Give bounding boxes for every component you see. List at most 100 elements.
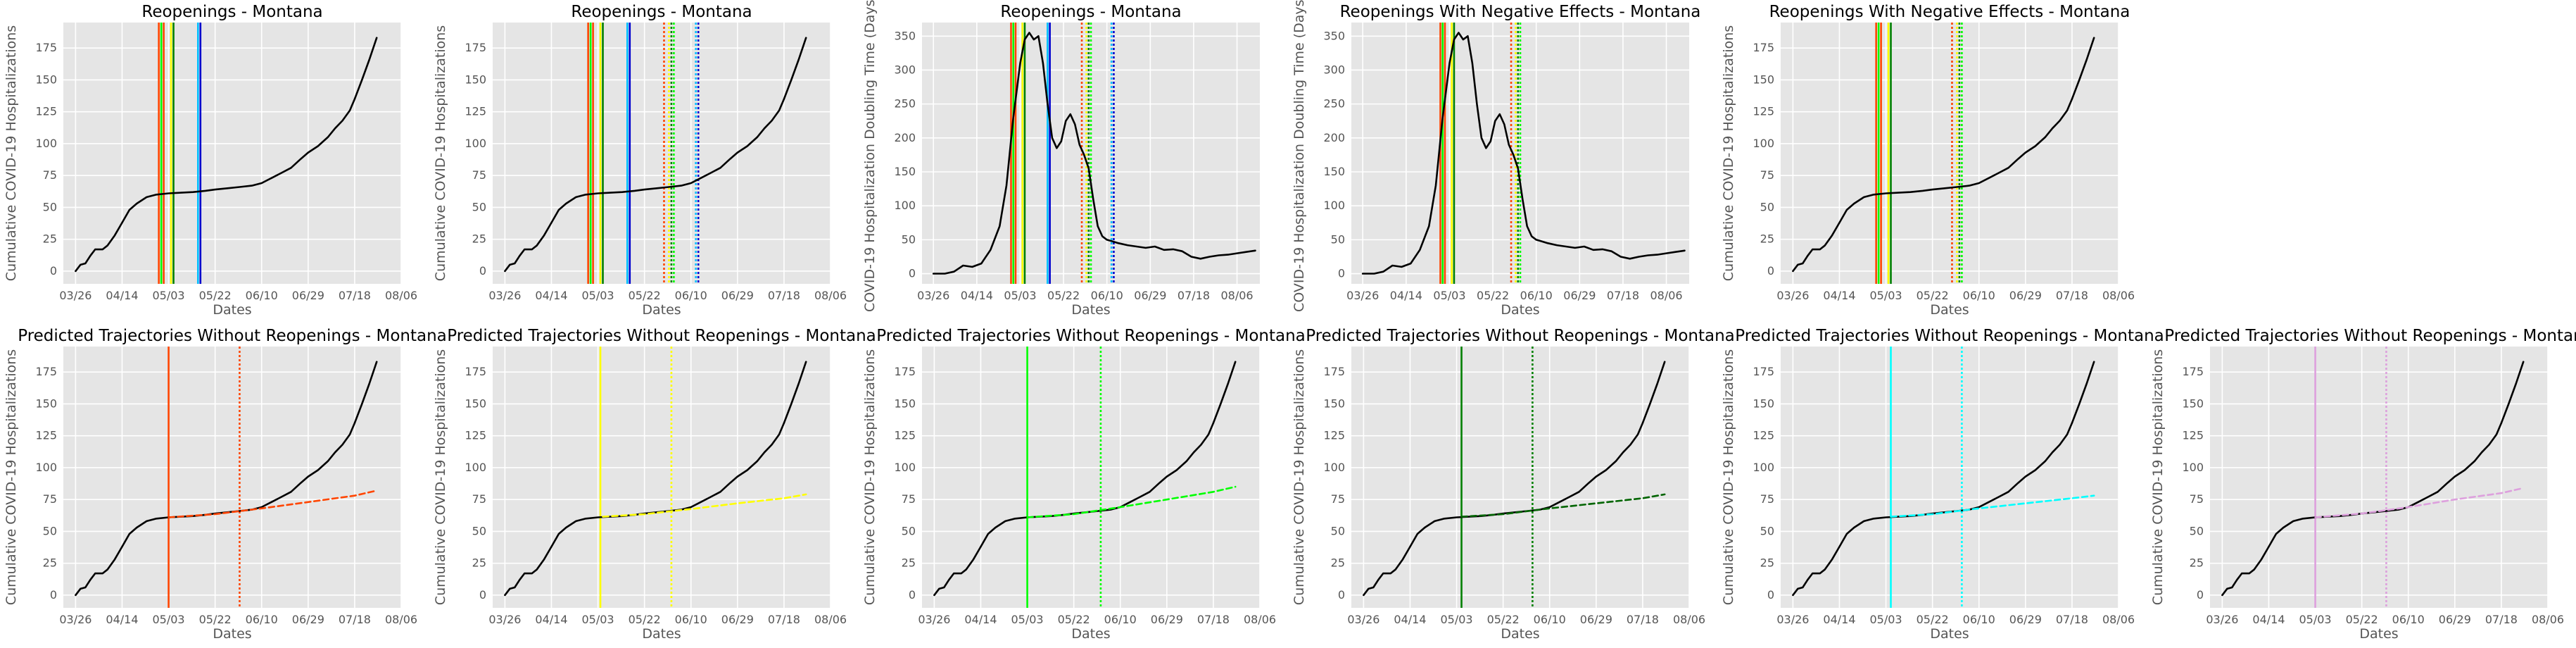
x-tick-label: 05/22 bbox=[1047, 289, 1080, 302]
y-tick-label: 25 bbox=[43, 232, 57, 246]
plot-area bbox=[493, 23, 831, 284]
y-tick-label: 0 bbox=[479, 264, 486, 278]
y-tick-label: 75 bbox=[472, 168, 486, 182]
x-axis-label: Dates bbox=[1930, 302, 1969, 318]
observed-series-line bbox=[932, 32, 1256, 275]
y-axis-label: Cumulative COVID-19 Hospitalizations bbox=[1721, 25, 1736, 281]
observed-series-line bbox=[1361, 32, 1686, 275]
x-tick-label: 04/14 bbox=[1823, 613, 1855, 626]
y-tick-label: 50 bbox=[1760, 200, 1774, 213]
y-tick-label: 175 bbox=[1753, 365, 1774, 378]
x-tick-label: 08/06 bbox=[385, 289, 417, 302]
x-tick-label: 03/26 bbox=[488, 613, 521, 626]
x-tick-label: 07/18 bbox=[2056, 613, 2088, 626]
panel-title: Reopenings - Montana bbox=[1000, 3, 1181, 21]
y-tick-label: 50 bbox=[43, 524, 57, 537]
y-tick-label: 75 bbox=[2190, 492, 2204, 506]
x-tick-label: 06/29 bbox=[2009, 613, 2042, 626]
x-tick-label: 06/10 bbox=[1520, 289, 1553, 302]
x-tick-label: 06/29 bbox=[1134, 289, 1166, 302]
panel-title: Predicted Trajectories Without Reopening… bbox=[18, 327, 447, 345]
y-tick-label: 125 bbox=[35, 429, 57, 442]
panel-title: Reopenings - Montana bbox=[141, 3, 322, 21]
y-tick-label: 0 bbox=[50, 264, 57, 278]
panel-title: Predicted Trajectories Without Reopening… bbox=[447, 327, 876, 345]
observed-series-line bbox=[75, 361, 378, 597]
y-tick-label: 0 bbox=[479, 588, 486, 602]
x-tick-label: 03/26 bbox=[1776, 289, 1809, 302]
observed-series-line bbox=[2221, 361, 2525, 597]
x-tick-label: 06/29 bbox=[292, 613, 324, 626]
panel-title: Predicted Trajectories Without Reopening… bbox=[1306, 327, 1735, 345]
x-tick-label: 04/14 bbox=[535, 613, 567, 626]
y-tick-label: 100 bbox=[2182, 461, 2204, 474]
x-tick-label: 04/14 bbox=[964, 613, 997, 626]
x-tick-label: 07/18 bbox=[339, 289, 371, 302]
x-tick-label: 06/10 bbox=[675, 289, 707, 302]
y-tick-label: 175 bbox=[2182, 365, 2204, 378]
x-axis-label: Dates bbox=[1930, 626, 1969, 642]
x-tick-label: 04/14 bbox=[1390, 289, 1422, 302]
x-tick-label: 08/06 bbox=[1221, 289, 1254, 302]
panel-1: 0 25 50 75 100 125 150 175 03/26 04/14 05/03 05/22 0… bbox=[4, 3, 417, 318]
x-tick-label: 08/06 bbox=[814, 289, 847, 302]
panel-title: Predicted Trajectories Without Reopening… bbox=[1735, 327, 2164, 345]
panel-5: 0 25 50 75 100 125 150 175 03/26 04/14 05/03 05/22 0… bbox=[1721, 3, 2135, 318]
plot-area bbox=[493, 347, 831, 608]
y-tick-label: 100 bbox=[35, 461, 57, 474]
predicted-series-line bbox=[1460, 493, 1666, 518]
x-tick-label: 06/10 bbox=[675, 613, 707, 626]
predicted-series-line bbox=[168, 490, 378, 518]
y-tick-label: 150 bbox=[465, 397, 486, 410]
x-tick-label: 06/10 bbox=[1091, 289, 1123, 302]
x-tick-label: 04/14 bbox=[106, 289, 138, 302]
y-tick-label: 25 bbox=[1331, 556, 1345, 570]
y-tick-label: 100 bbox=[894, 199, 916, 212]
y-axis-label: Cumulative COVID-19 Hospitalizations bbox=[4, 25, 19, 281]
y-tick-label: 0 bbox=[1338, 588, 1345, 602]
panel-11: 0 25 50 75 100 125 150 175 03/26 04/14 05/03 05/22 0… bbox=[2150, 327, 2576, 642]
plot-area bbox=[2210, 347, 2548, 608]
x-tick-label: 03/26 bbox=[59, 613, 91, 626]
y-tick-label: 125 bbox=[1753, 105, 1774, 118]
x-tick-label: 05/03 bbox=[153, 289, 185, 302]
y-tick-label: 125 bbox=[465, 429, 486, 442]
y-tick-label: 0 bbox=[1338, 267, 1345, 280]
panel-title: Reopenings - Montana bbox=[571, 3, 752, 21]
predicted-series-line bbox=[602, 493, 807, 518]
x-tick-label: 04/14 bbox=[535, 289, 567, 302]
x-tick-label: 06/10 bbox=[246, 289, 278, 302]
x-tick-label: 07/18 bbox=[2056, 289, 2088, 302]
observed-series-line bbox=[1792, 37, 2095, 273]
observed-series-line bbox=[504, 37, 807, 273]
y-tick-label: 175 bbox=[465, 41, 486, 54]
x-tick-label: 05/22 bbox=[1058, 613, 1090, 626]
y-axis-label: Cumulative COVID-19 Hospitalizations bbox=[2150, 349, 2166, 605]
y-tick-label: 25 bbox=[472, 232, 486, 246]
y-axis-label: COVID-19 Hospitalization Doubling Time (… bbox=[1292, 0, 1307, 312]
x-tick-label: 03/26 bbox=[917, 289, 949, 302]
y-tick-label: 150 bbox=[1753, 397, 1774, 410]
x-axis-label: Dates bbox=[1501, 626, 1539, 642]
y-tick-label: 100 bbox=[1323, 199, 1345, 212]
x-tick-label: 05/03 bbox=[1011, 613, 1044, 626]
x-tick-label: 03/26 bbox=[488, 289, 521, 302]
y-tick-label: 200 bbox=[894, 131, 916, 144]
x-tick-label: 05/22 bbox=[629, 613, 661, 626]
y-axis-label: COVID-19 Hospitalization Doubling Time (… bbox=[862, 0, 878, 312]
x-tick-label: 03/26 bbox=[918, 613, 950, 626]
plot-area bbox=[1351, 347, 1689, 608]
x-tick-label: 05/22 bbox=[2346, 613, 2378, 626]
y-tick-label: 250 bbox=[1323, 97, 1345, 111]
x-tick-label: 06/10 bbox=[1963, 613, 1995, 626]
x-tick-label: 08/06 bbox=[1650, 289, 1683, 302]
x-tick-label: 06/10 bbox=[1534, 613, 1566, 626]
x-tick-label: 08/06 bbox=[1673, 613, 1705, 626]
x-tick-label: 06/29 bbox=[292, 289, 324, 302]
y-tick-label: 75 bbox=[43, 168, 57, 182]
x-tick-label: 07/18 bbox=[1607, 289, 1639, 302]
x-tick-label: 04/14 bbox=[1823, 289, 1855, 302]
y-tick-label: 0 bbox=[1767, 264, 1774, 278]
predicted-series-line bbox=[2314, 487, 2525, 518]
x-tick-label: 06/29 bbox=[1151, 613, 1183, 626]
